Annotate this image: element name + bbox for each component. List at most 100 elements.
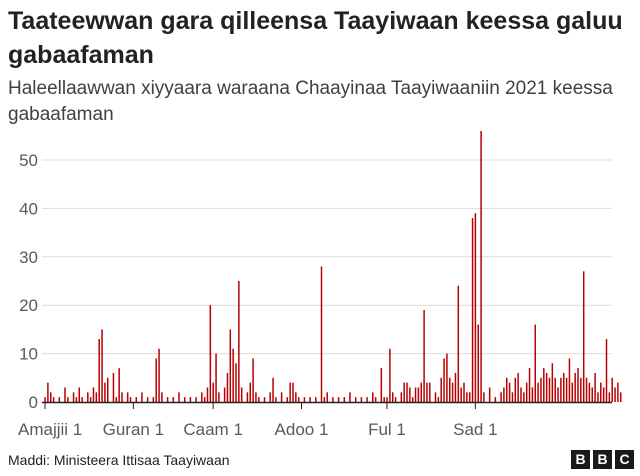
bar-day-176 — [543, 368, 545, 402]
bar-day-178 — [548, 377, 551, 402]
bar-day-80 — [269, 392, 271, 402]
logo-letter-b2: B — [593, 450, 612, 469]
bar-day-150 — [468, 392, 471, 402]
bar-day-151 — [471, 218, 474, 402]
source-note: Maddi: Ministeera Ittisaa Taayiwaan — [8, 452, 230, 468]
bar-day-84 — [280, 392, 283, 402]
bar-day-16 — [87, 392, 89, 402]
bar-day-73 — [249, 382, 251, 402]
bar-day-3 — [50, 392, 52, 402]
bar-day-66 — [229, 329, 232, 402]
bar-day-72 — [246, 392, 249, 402]
bar-day-61 — [215, 353, 217, 402]
bar-day-21 — [101, 329, 103, 402]
bar-day-142 — [446, 353, 448, 402]
bbc-logo: B B C — [571, 450, 634, 469]
bar-day-136 — [429, 382, 431, 402]
bar-day-44 — [166, 397, 169, 402]
x-tick-label-2: Caam 1 — [183, 420, 243, 439]
bar-day-59 — [209, 305, 212, 402]
bar-day-74 — [252, 358, 254, 402]
bar-day-166 — [514, 377, 517, 402]
bar-day-70 — [240, 387, 243, 402]
bar-day-86 — [286, 397, 289, 402]
bar-day-98 — [320, 266, 323, 402]
bar-day-42 — [161, 392, 163, 402]
bar-day-177 — [545, 372, 548, 402]
bar-day-46 — [172, 397, 175, 402]
bar-day-193 — [591, 387, 593, 402]
bar-day-134 — [423, 310, 425, 402]
bar-day-145 — [454, 372, 457, 402]
bar-day-133 — [420, 382, 422, 402]
bar-day-161 — [500, 392, 502, 402]
logo-letter-c: C — [615, 450, 634, 469]
bar-day-181 — [557, 387, 559, 402]
bar-day-119 — [380, 368, 383, 402]
bar-day-108 — [349, 392, 351, 402]
bar-day-112 — [360, 397, 363, 402]
bar-day-170 — [525, 382, 528, 402]
bar-day-41 — [158, 348, 160, 402]
bar-day-22 — [104, 382, 106, 402]
bar-day-30 — [126, 392, 129, 402]
bar-day-92 — [303, 397, 306, 402]
bar-day-39 — [152, 397, 155, 402]
bar-day-52 — [189, 397, 192, 402]
bar-day-175 — [540, 377, 542, 402]
bar-day-94 — [309, 397, 311, 402]
y-tick-label-40: 40 — [19, 199, 38, 218]
bar-day-6 — [58, 397, 61, 402]
bar-day-174 — [537, 382, 539, 402]
x-tick-label-4: Ful 1 — [368, 420, 406, 439]
bar-day-57 — [203, 397, 206, 402]
bar-day-192 — [588, 382, 591, 402]
bar-day-124 — [394, 397, 397, 402]
bar-day-104 — [337, 397, 340, 402]
y-tick-label-0: 0 — [29, 393, 38, 412]
bar-day-78 — [263, 397, 266, 402]
bar-day-197 — [602, 387, 605, 402]
bar-day-64 — [223, 387, 226, 402]
bar-day-31 — [129, 397, 132, 402]
y-tick-label-10: 10 — [19, 345, 38, 364]
bar-day-26 — [115, 397, 118, 402]
bar-day-117 — [374, 397, 377, 402]
bar-day-187 — [574, 372, 576, 402]
bar-day-14 — [81, 397, 83, 402]
bar-day-190 — [582, 271, 585, 402]
bar-day-89 — [295, 392, 297, 402]
bar-day-135 — [426, 382, 428, 402]
bar-day-131 — [414, 387, 417, 402]
bar-day-164 — [508, 382, 511, 402]
bar-day-19 — [95, 392, 98, 402]
bar-day-200 — [611, 377, 613, 402]
bar-day-33 — [135, 397, 137, 402]
bar-day-171 — [528, 368, 531, 402]
bar-day-76 — [258, 397, 260, 402]
bar-day-13 — [78, 387, 80, 402]
bar-day-28 — [121, 392, 123, 402]
bar-day-65 — [226, 372, 229, 402]
bar-day-130 — [411, 397, 414, 402]
bar-day-186 — [571, 382, 574, 402]
bar-day-18 — [92, 387, 95, 402]
bar-day-159 — [494, 397, 497, 402]
bar-day-120 — [383, 397, 385, 402]
bar-day-146 — [457, 285, 460, 402]
bar-day-162 — [503, 387, 505, 402]
bar-day-2 — [47, 382, 49, 402]
bar-day-155 — [483, 392, 485, 402]
bar-day-128 — [406, 382, 408, 402]
bar-day-81 — [272, 377, 274, 402]
bar-day-189 — [580, 377, 582, 402]
bar-day-27 — [118, 368, 120, 402]
bar-day-88 — [292, 382, 294, 402]
bar-day-185 — [568, 358, 571, 402]
y-tick-label-50: 50 — [19, 151, 38, 170]
bar-day-75 — [255, 392, 257, 402]
bar-day-58 — [206, 387, 209, 402]
y-tick-label-20: 20 — [19, 296, 38, 315]
bar-day-147 — [460, 387, 462, 402]
